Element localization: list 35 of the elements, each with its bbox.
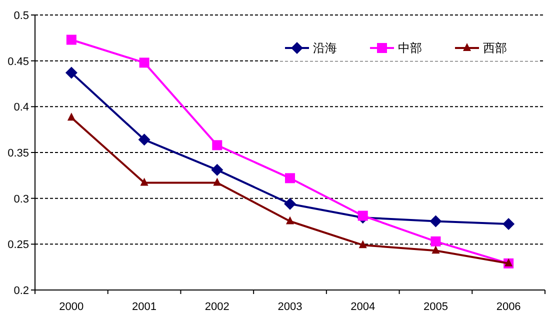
x-tick-label: 2001	[132, 301, 157, 313]
point	[140, 178, 148, 186]
point	[212, 140, 222, 150]
point	[66, 34, 76, 45]
legend-label: 沿海	[313, 41, 337, 55]
point	[138, 134, 150, 146]
point	[502, 218, 515, 230]
x-tick-label: 2005	[423, 301, 448, 313]
point	[286, 216, 294, 224]
y-tick-label: 0.4	[14, 102, 29, 114]
y-tick-label: 0.3	[14, 193, 29, 206]
legend-label: 中部	[398, 41, 422, 55]
x-tick-label: 2002	[204, 301, 230, 313]
y-tick-label: 0.2	[14, 285, 29, 297]
point	[65, 66, 78, 79]
point	[139, 58, 150, 68]
legend-label: 西部	[483, 41, 507, 55]
point	[213, 178, 222, 186]
point	[358, 240, 367, 248]
y-tick-label: 0.45	[8, 56, 29, 68]
point	[430, 236, 441, 246]
point	[284, 198, 296, 210]
x-tick-label: 2000	[59, 301, 84, 313]
point	[358, 210, 368, 221]
y-tick-label: 0.25	[8, 239, 29, 252]
y-tick-label: 0.5	[14, 10, 29, 22]
point	[285, 173, 295, 184]
point	[430, 215, 442, 228]
x-tick-label: 2004	[350, 301, 376, 313]
point	[432, 246, 440, 254]
point	[67, 112, 76, 121]
point	[211, 164, 224, 176]
x-tick-label: 2006	[496, 301, 521, 313]
y-tick-label: 0.35	[8, 148, 29, 160]
x-tick-label: 2003	[278, 301, 302, 313]
